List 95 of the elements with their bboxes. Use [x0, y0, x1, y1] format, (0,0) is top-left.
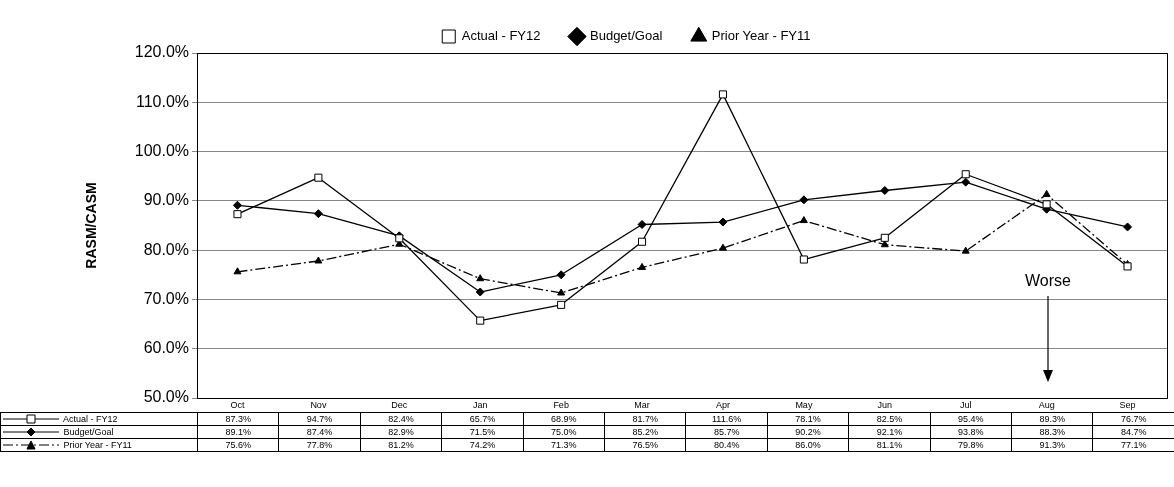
data-label: 65.7% [441, 412, 524, 426]
data-label: 85.2% [604, 425, 686, 439]
x-tick-label: Oct [230, 399, 245, 410]
data-label: 76.7% [1092, 412, 1174, 426]
data-label: 81.1% [848, 438, 931, 452]
point [718, 217, 728, 227]
point [799, 216, 808, 224]
point [638, 262, 647, 270]
data-label: 76.5% [604, 438, 686, 452]
y-axis-title: RASM/CASM [83, 182, 100, 269]
point [313, 209, 323, 219]
data-label: 82.5% [848, 412, 931, 426]
point [556, 270, 566, 280]
data-label: 85.7% [685, 425, 768, 439]
y-tick-label: 90.0% [143, 191, 189, 209]
data-label: 94.7% [278, 412, 361, 426]
annotation: Worse [1025, 272, 1071, 290]
y-tick-label: 80.0% [143, 240, 189, 258]
data-label: 84.7% [1092, 425, 1174, 439]
data-label: 80.4% [685, 438, 768, 452]
data-label: 87.4% [278, 425, 361, 439]
data-label: 77.8% [278, 438, 361, 452]
x-tick-label: Jul [959, 399, 972, 410]
y-tick-label: 50.0% [143, 388, 189, 406]
point [880, 240, 889, 248]
data-label: 89.1% [197, 425, 279, 439]
data-label: 111.6% [685, 412, 768, 426]
point [476, 274, 485, 282]
point [1123, 222, 1133, 232]
data-label: 90.2% [767, 425, 849, 439]
x-tick-label: May [795, 399, 813, 410]
data-label: 82.9% [360, 425, 442, 439]
x-tick-label: Feb [553, 399, 569, 410]
x-tick-label: Apr [715, 399, 730, 410]
data-label: 77.1% [1092, 438, 1174, 452]
y-tick-label: 120.0% [134, 43, 189, 61]
y-tick-label: 100.0% [134, 141, 189, 159]
point [961, 170, 970, 179]
data-label: 93.8% [930, 425, 1012, 439]
data-label: 87.3% [197, 412, 279, 426]
data-label: 74.2% [441, 438, 524, 452]
x-tick-label: Aug [1038, 399, 1055, 410]
x-tick-label: Mar [634, 399, 650, 410]
data-label: 95.4% [930, 412, 1012, 426]
text: Budget/Goal [63, 426, 114, 437]
x-tick-label: Nov [310, 399, 327, 410]
data-label: 81.7% [604, 412, 686, 426]
point [1042, 189, 1051, 197]
y-tick-label: 60.0% [143, 339, 189, 357]
data-label: 79.8% [930, 438, 1012, 452]
point [718, 243, 727, 251]
point [880, 186, 890, 196]
point [637, 220, 647, 230]
data-label: 81.2% [360, 438, 442, 452]
data-label: 68.9% [523, 412, 605, 426]
point [1042, 200, 1051, 209]
y-tick-label: 70.0% [143, 289, 189, 307]
point [799, 195, 809, 205]
data-label: 78.1% [767, 412, 849, 426]
point [233, 210, 242, 219]
point [961, 246, 970, 254]
data-label: 75.6% [197, 438, 279, 452]
data-label: 86.0% [767, 438, 849, 452]
x-tick-label: Jan [472, 399, 488, 410]
point [1123, 262, 1132, 271]
point [718, 90, 727, 99]
point [233, 267, 242, 275]
y-tick-label: 110.0% [135, 92, 189, 110]
point [961, 177, 971, 187]
text: Prior Year - FY11 [63, 439, 132, 450]
x-tick-label: Dec [391, 399, 408, 410]
data-label: 75.0% [523, 425, 605, 439]
point [475, 287, 485, 297]
point [880, 233, 889, 242]
legend-label: Actual - FY12 [461, 28, 541, 44]
data-label: 88.3% [1011, 425, 1093, 439]
point [232, 200, 242, 210]
x-tick-label: Sep [1119, 399, 1136, 410]
data-label: 91.3% [1011, 438, 1093, 452]
point [476, 316, 485, 325]
data-label: 71.3% [523, 438, 605, 452]
legend-label: Prior Year - FY11 [711, 28, 811, 44]
point [557, 288, 566, 296]
data-label: 82.4% [360, 412, 442, 426]
data-label: 71.5% [441, 425, 524, 439]
point [314, 173, 323, 182]
point [638, 237, 647, 246]
x-tick-label: Jun [877, 399, 893, 410]
point [799, 255, 808, 264]
data-label: 92.1% [848, 425, 931, 439]
data-label: 89.3% [1011, 412, 1093, 426]
legend-label: Budget/Goal [590, 28, 663, 44]
point [314, 256, 323, 264]
text: Actual - FY12 [63, 413, 118, 424]
point [557, 300, 566, 309]
